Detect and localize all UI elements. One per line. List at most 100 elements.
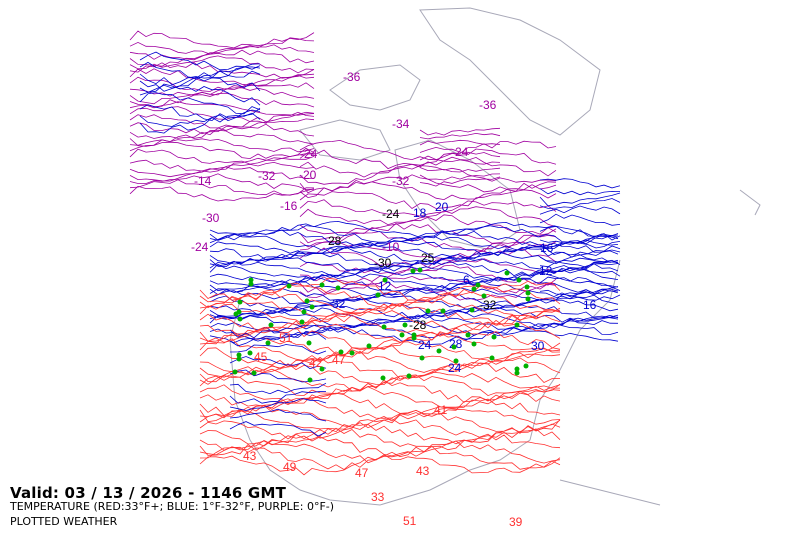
weather-symbol [380,375,386,381]
red-contour [199,405,561,429]
red-contour [199,338,561,362]
temperature-label-blue: 20 [435,200,449,214]
purple-contour [129,87,315,105]
weather-symbol [299,319,305,325]
weather-symbol [451,344,457,350]
blue-contour [209,225,619,244]
purple-contour [129,156,315,172]
weather-symbol [524,284,530,290]
station-label: -32 [479,298,497,312]
weather-symbol [233,311,239,317]
red-contour [199,296,561,321]
purple-contour [129,179,315,196]
temperature-label-red: 49 [283,460,297,474]
temperature-legend: TEMPERATURE (RED:33°F+; BLUE: 1°F-32°F, … [10,500,335,513]
weather-symbol [247,350,253,356]
blue-contour [229,382,327,395]
blue-contour [139,83,261,106]
weather-symbol [236,352,242,358]
purple-contour [129,129,315,147]
weather-symbol [440,308,446,314]
purple-contour [299,222,557,244]
weather-symbol [375,292,381,298]
station-label: -30 [374,256,392,270]
coastline [229,259,621,506]
red-contour [199,418,561,440]
red-contour [199,379,561,404]
weather-symbol [304,298,310,304]
weather-symbol [525,296,531,302]
weather-symbol [469,307,475,313]
blue-contour [209,239,619,256]
temperature-label-red: 45 [254,350,268,364]
blue-contour [229,398,327,411]
weather-symbol [402,322,408,328]
temperature-label-blue: 24 [448,361,462,375]
purple-contour [419,146,501,158]
blue-contour [539,239,621,249]
weather-symbol [381,324,387,330]
purple-contour [419,176,501,187]
blue-contour [139,112,261,134]
plotted-weather-label: PLOTTED WEATHER [10,515,118,528]
blue-contour [539,198,621,209]
weather-symbol [399,332,405,338]
temperature-label-red: 33 [371,490,385,504]
purple-contour [299,148,557,170]
purple-contour [129,185,315,202]
station-label: 28 [328,234,342,248]
purple-contour [129,173,315,190]
weather-symbol [307,377,313,383]
purple-contour [129,49,315,67]
purple-contour [129,30,315,49]
coastline [739,189,761,216]
purple-contour [129,106,315,123]
blue-contour [229,391,327,404]
purple-contour [129,37,315,55]
temperature-label-red: 43 [416,464,430,478]
temperature-label-purple: -34 [392,117,410,131]
temperature-label-blue: 24 [418,338,432,352]
weather-symbol [286,283,292,289]
temperature-label-blue: 18 [413,206,427,220]
temperature-label-blue: 30 [531,339,545,353]
weather-symbol [248,277,254,283]
station-label: 25 [421,251,435,265]
temperature-label-purple: -36 [479,98,497,112]
temperature-label-blue: 16 [540,241,554,255]
purple-contour [419,173,501,181]
weather-symbol [232,369,238,375]
purple-contour [299,199,557,217]
temperature-label-purple: -10 [382,240,400,254]
blue-contour [539,265,621,277]
weather-symbol [523,363,529,369]
weather-symbol [265,340,271,346]
purple-contour [419,139,501,146]
coastline [419,7,601,136]
red-contour [199,303,561,326]
red-contour [199,423,561,446]
red-contour [199,427,561,451]
purple-contour [129,82,315,97]
weather-symbol [419,355,425,361]
weather-symbol [453,358,459,364]
red-contour [199,350,561,373]
blue-contour [209,271,619,290]
red-contour [199,345,561,368]
weather-symbol [471,286,477,292]
blue-contour [209,313,619,330]
temperature-label-red: 47 [332,353,346,367]
temperature-label-red: 51 [279,331,293,345]
station-label: -28 [409,318,427,332]
weather-symbol [465,332,471,338]
blue-contour [139,61,261,79]
temperature-label-purple: -20 [299,168,317,182]
temperature-label-purple: -16 [280,199,298,213]
weather-symbol [306,340,312,346]
temperature-label-red: 47 [355,466,369,480]
weather-symbol [525,290,531,296]
weather-symbol [417,267,423,273]
weather-symbol [471,341,477,347]
weather-symbol [475,282,481,288]
